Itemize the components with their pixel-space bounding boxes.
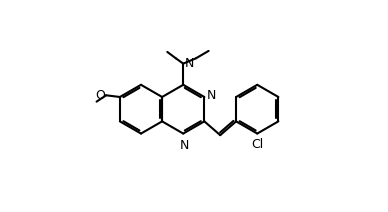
Text: N: N (180, 139, 189, 152)
Text: N: N (207, 89, 217, 102)
Text: Cl: Cl (251, 138, 263, 151)
Text: N: N (184, 57, 194, 70)
Text: O: O (95, 89, 105, 102)
